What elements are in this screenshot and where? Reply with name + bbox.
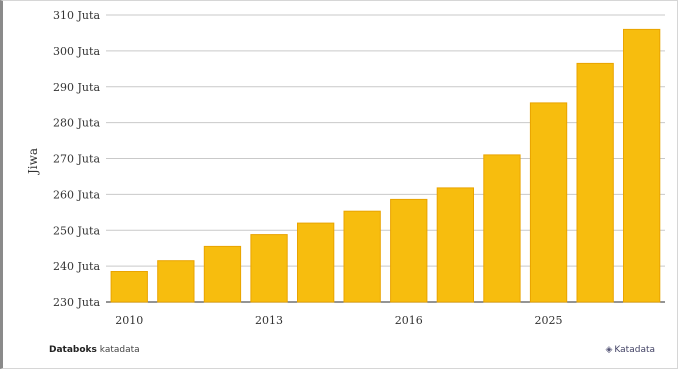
bar bbox=[623, 28, 661, 303]
source-logo: Databoks katadata bbox=[49, 345, 140, 355]
y-tick-label: 310 Juta bbox=[53, 9, 100, 22]
x-tick-label: 2013 bbox=[255, 314, 283, 327]
x-tick-label: 2010 bbox=[115, 314, 143, 327]
bar bbox=[110, 271, 148, 303]
y-tick-label: 240 Juta bbox=[53, 260, 100, 273]
y-tick-label: 270 Juta bbox=[53, 153, 100, 166]
y-tick-label: 280 Juta bbox=[53, 117, 100, 130]
bar bbox=[576, 62, 614, 303]
bar bbox=[250, 234, 288, 303]
bar bbox=[390, 198, 428, 303]
bar bbox=[483, 154, 521, 303]
y-tick-label: 230 Juta bbox=[53, 296, 100, 309]
bar bbox=[436, 187, 475, 303]
bars bbox=[110, 28, 661, 303]
y-tick-label: 260 Juta bbox=[53, 188, 100, 201]
y-tick-label: 250 Juta bbox=[53, 224, 100, 237]
gridlines bbox=[106, 14, 665, 303]
brand-icon: ◈ bbox=[605, 345, 613, 355]
bar bbox=[297, 222, 335, 303]
x-tick-label: 2025 bbox=[535, 314, 563, 327]
y-tick-label: 290 Juta bbox=[53, 81, 100, 94]
bar bbox=[157, 260, 195, 303]
bar bbox=[529, 102, 568, 303]
y-axis-title: Jiwa bbox=[26, 148, 40, 176]
y-tick-label: 300 Juta bbox=[53, 45, 100, 58]
x-tick-label: 2016 bbox=[395, 314, 423, 327]
brand-logo: ◈ Katadata bbox=[605, 345, 656, 355]
bar bbox=[343, 210, 381, 303]
bar bbox=[203, 245, 242, 303]
x-axis-ticks: 2010 2013 2016 2025 bbox=[115, 314, 562, 327]
bar-chart: 230 Juta 240 Juta 250 Juta 260 Juta 270 Juta… bbox=[26, 9, 665, 327]
y-axis-ticks: 230 Juta 240 Juta 250 Juta 260 Juta 270 Juta… bbox=[53, 9, 100, 309]
